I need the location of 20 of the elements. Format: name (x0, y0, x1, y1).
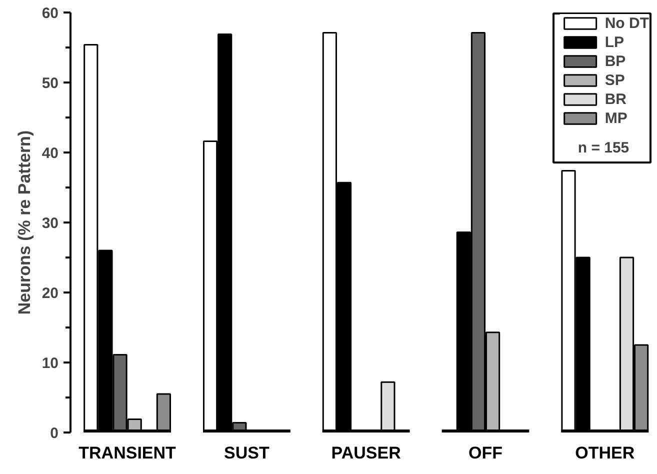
legend-label: No DT (604, 14, 649, 32)
y-tick-label: 20 (42, 285, 59, 302)
legend-label: MP (604, 109, 628, 127)
legend-label: SP (604, 71, 625, 89)
y-tick-label: 60 (42, 5, 59, 22)
y-axis-title: Neurons (% re Pattern) (14, 130, 34, 315)
x-tick-label: OTHER (575, 444, 635, 462)
legend-label: LP (604, 33, 625, 51)
x-tick-label: SUST (224, 444, 270, 462)
y-tick-label: 50 (42, 75, 59, 92)
legend-label: BP (604, 52, 626, 70)
y-tick-label: 10 (42, 355, 59, 372)
legend-label: BR (604, 90, 626, 108)
y-tick-label: 30 (42, 215, 59, 232)
annotation: n = 155 (578, 140, 630, 156)
x-tick-label: TRANSIENT (78, 444, 177, 462)
x-tick-label: PAUSER (331, 444, 401, 462)
x-tick-label: OFF (468, 444, 503, 462)
y-tick-label: 40 (42, 145, 59, 162)
y-tick-label: 0 (50, 425, 58, 442)
